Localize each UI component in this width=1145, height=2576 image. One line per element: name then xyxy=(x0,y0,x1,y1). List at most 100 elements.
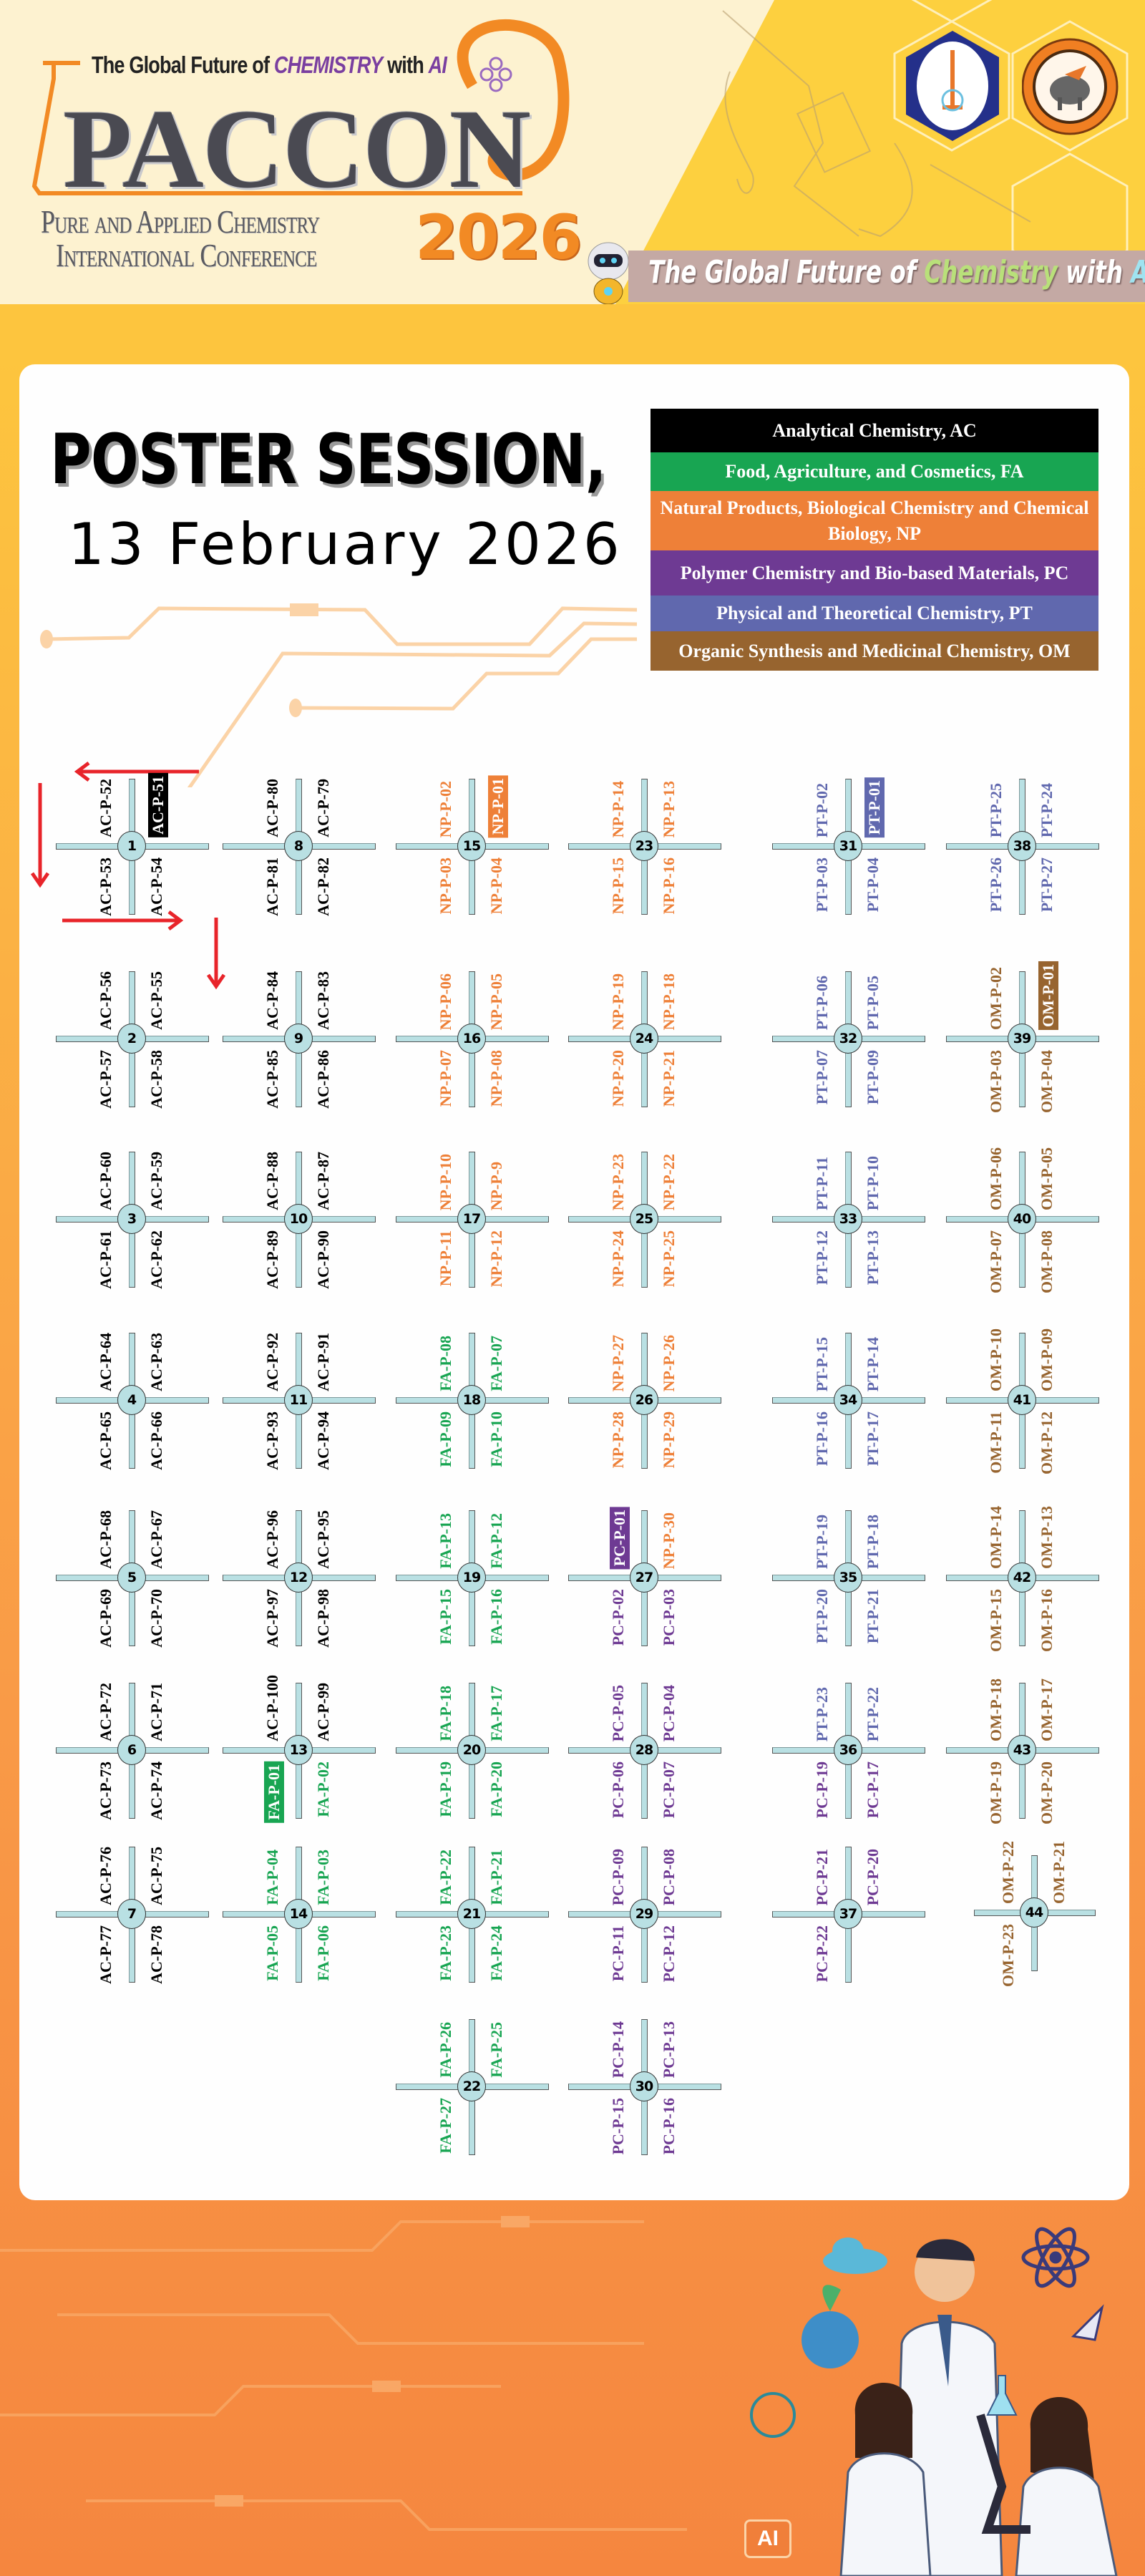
stand-number: 7 xyxy=(117,1899,146,1929)
category-legend: Analytical Chemistry, AC Food, Agricultur… xyxy=(651,409,1098,671)
legend-item-pt: Physical and Theoretical Chemistry, PT xyxy=(651,596,1098,631)
banner-ai: AI xyxy=(1131,254,1145,291)
poster-label: FA-P-08 xyxy=(437,1336,454,1391)
poster-label: AC-P-100 xyxy=(263,1675,281,1741)
poster-label: OM-P-17 xyxy=(1038,1678,1056,1741)
poster-label: PC-P-19 xyxy=(813,1761,831,1819)
microscope-icon xyxy=(976,2414,1030,2534)
poster-label: FA-P-27 xyxy=(437,2098,454,2154)
poster-label: AC-P-63 xyxy=(147,1333,165,1391)
flask-icon xyxy=(986,2375,1018,2416)
conference-year: 2026 xyxy=(415,202,582,273)
poster-label: OM-P-09 xyxy=(1038,1328,1056,1391)
poster-label: FA-P-22 xyxy=(437,1850,454,1905)
poster-label: PT-P-12 xyxy=(813,1230,831,1285)
poster-label: PC-P-01 xyxy=(610,1506,630,1569)
poster-label: AC-P-67 xyxy=(147,1510,165,1569)
stand-number: 13 xyxy=(284,1735,313,1765)
poster-label: PT-P-14 xyxy=(864,1336,882,1391)
stand-number: 21 xyxy=(457,1899,486,1929)
poster-label: AC-P-91 xyxy=(314,1333,332,1391)
tagline: The Global Future of CHEMISTRY with AI xyxy=(92,52,447,79)
poster-label: OM-P-20 xyxy=(1038,1761,1056,1824)
poster-label: FA-P-04 xyxy=(263,1850,281,1905)
poster-label: NP-P-27 xyxy=(609,1334,627,1391)
poster-label: FA-P-07 xyxy=(487,1336,505,1391)
poster-label: FA-P-05 xyxy=(263,1925,281,1981)
poster-label: NP-P-11 xyxy=(437,1230,454,1287)
poster-label: PT-P-26 xyxy=(987,857,1005,913)
poster-label: AC-P-74 xyxy=(147,1761,165,1820)
stand-number: 38 xyxy=(1008,831,1036,861)
globe-plant-icon xyxy=(802,2285,859,2368)
poster-label: PC-P-22 xyxy=(813,1925,831,1983)
poster-label: PC-P-04 xyxy=(660,1684,678,1741)
poster-label: FA-P-09 xyxy=(437,1411,454,1467)
stand-number: 42 xyxy=(1008,1562,1036,1593)
poster-label: OM-P-18 xyxy=(987,1678,1005,1741)
poster-label: AC-P-82 xyxy=(314,857,332,916)
poster-label: AC-P-84 xyxy=(263,971,281,1030)
arrow-down-icon xyxy=(206,918,226,990)
theme-banner xyxy=(628,251,1145,302)
poster-label: OM-P-10 xyxy=(987,1328,1005,1391)
poster-label: OM-P-08 xyxy=(1038,1230,1056,1293)
cloud-icon xyxy=(823,2237,887,2274)
poster-label: AC-P-98 xyxy=(314,1589,332,1648)
poster-label: FA-P-01 xyxy=(264,1761,284,1823)
poster-label: AC-P-52 xyxy=(97,779,114,837)
poster-label: FA-P-02 xyxy=(314,1761,332,1817)
tagline-prefix: The Global Future of xyxy=(92,52,274,78)
poster-label: PC-P-14 xyxy=(609,2021,627,2078)
poster-label: PC-P-16 xyxy=(660,2098,678,2155)
poster-label: PT-P-19 xyxy=(813,1514,831,1569)
poster-label: AC-P-56 xyxy=(97,971,114,1030)
stand-number: 27 xyxy=(630,1562,658,1593)
stand-number: 43 xyxy=(1008,1735,1036,1765)
poster-label: PT-P-10 xyxy=(864,1155,882,1210)
page-title: POSTER SESSION, xyxy=(50,419,607,500)
flower-emblem-icon xyxy=(478,53,514,96)
tagline-chemistry: CHEMISTRY xyxy=(273,52,383,78)
stand-number: 9 xyxy=(284,1024,313,1054)
poster-label: PT-P-02 xyxy=(813,782,831,837)
poster-label: NP-P-18 xyxy=(660,973,678,1030)
university-elephant-seal-icon xyxy=(1021,37,1119,136)
poster-label: AC-P-72 xyxy=(97,1683,114,1741)
scientist-woman-left xyxy=(839,2383,932,2576)
poster-label: NP-P-15 xyxy=(609,857,627,915)
poster-label: PT-P-18 xyxy=(864,1514,882,1569)
ai-chip-icon: AI xyxy=(744,2519,791,2558)
arrow-right-icon xyxy=(62,910,184,930)
poster-label: NP-P-04 xyxy=(487,857,505,915)
arrow-left-icon xyxy=(74,762,199,782)
stand-number: 1 xyxy=(117,831,146,861)
stand-number: 34 xyxy=(834,1385,862,1415)
poster-label: AC-P-88 xyxy=(263,1152,281,1210)
poster-label: PC-P-12 xyxy=(660,1925,678,1983)
atom-icon xyxy=(1021,2227,1090,2288)
poster-label: NP-P-05 xyxy=(487,973,505,1030)
poster-label: PC-P-08 xyxy=(660,1848,678,1905)
poster-label: FA-P-19 xyxy=(437,1761,454,1817)
poster-label: PT-P-03 xyxy=(813,857,831,913)
poster-label: OM-P-07 xyxy=(987,1230,1005,1293)
poster-label: AC-P-66 xyxy=(147,1411,165,1470)
poster-label: AC-P-93 xyxy=(263,1411,281,1470)
poster-label: PT-P-20 xyxy=(813,1589,831,1644)
poster-label: AC-P-65 xyxy=(97,1411,114,1470)
poster-label: FA-P-26 xyxy=(437,2022,454,2078)
poster-label: FA-P-15 xyxy=(437,1589,454,1645)
poster-label: AC-P-58 xyxy=(147,1050,165,1109)
poster-label: PT-P-21 xyxy=(864,1589,882,1644)
poster-label: AC-P-87 xyxy=(314,1152,332,1210)
stand-number: 26 xyxy=(630,1385,658,1415)
stand-number: 24 xyxy=(630,1024,658,1054)
poster-label: PC-P-13 xyxy=(660,2021,678,2078)
poster-label: PC-P-06 xyxy=(609,1761,627,1819)
poster-label: PC-P-03 xyxy=(660,1589,678,1646)
poster-label: PC-P-07 xyxy=(660,1761,678,1819)
poster-label: PT-P-27 xyxy=(1038,857,1056,913)
poster-label: AC-P-90 xyxy=(314,1230,332,1289)
poster-label: OM-P-21 xyxy=(1050,1841,1068,1904)
